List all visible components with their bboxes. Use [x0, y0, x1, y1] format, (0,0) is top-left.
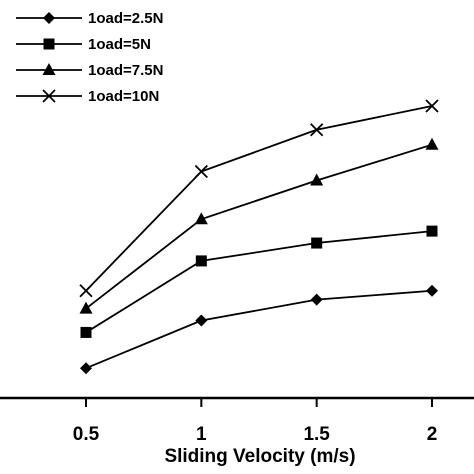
data-point	[79, 284, 93, 298]
series-diamond	[80, 284, 438, 375]
data-point	[195, 314, 208, 327]
data-point	[310, 173, 324, 186]
data-point	[194, 212, 208, 225]
series-line	[85, 143, 433, 310]
x-tick-label: 1	[196, 424, 207, 445]
legend-item: 1oad=10N	[16, 88, 159, 105]
x-tick-label: 1.5	[303, 424, 330, 445]
data-point	[195, 255, 207, 267]
legend-label: 1oad=5N	[88, 36, 151, 53]
legend-item: 1oad=2.5N	[16, 10, 163, 27]
x-tick-label: 2	[427, 424, 438, 445]
data-point	[194, 164, 208, 179]
legend-label: 1oad=10N	[88, 88, 159, 105]
series-layer	[79, 99, 439, 375]
series-line	[85, 230, 433, 334]
series-x	[79, 99, 439, 298]
x-ticks	[85, 398, 433, 407]
x-axis-title: Sliding Velocity (m/s)	[164, 446, 355, 467]
data-point	[80, 362, 92, 375]
data-point	[311, 237, 323, 249]
series-line	[85, 105, 433, 292]
data-point	[426, 284, 438, 297]
legend-marker	[42, 89, 56, 103]
x-tick-label: 0.5	[73, 424, 100, 445]
data-point	[310, 293, 323, 306]
legend-item: 1oad=5N	[16, 36, 151, 53]
legend-item: 1oad=7.5N	[16, 62, 163, 79]
legend-marker	[43, 38, 55, 50]
data-point	[426, 225, 438, 237]
legend: 1oad=2.5N 1oad=5N 1oad=7.5N 1oad=10N	[16, 10, 163, 105]
series-line	[85, 289, 433, 370]
legend-marker	[43, 12, 55, 24]
x-tick-labels: 0.5 1 1.5 2	[73, 424, 438, 445]
data-point	[79, 301, 93, 314]
data-point	[425, 137, 439, 150]
data-point	[425, 99, 439, 113]
legend-label: 1oad=2.5N	[88, 10, 163, 27]
data-point	[80, 326, 92, 338]
data-point	[310, 123, 324, 137]
series-square	[80, 225, 438, 338]
legend-label: 1oad=7.5N	[88, 62, 163, 79]
series-triangle	[79, 137, 439, 314]
legend-marker	[42, 63, 56, 75]
